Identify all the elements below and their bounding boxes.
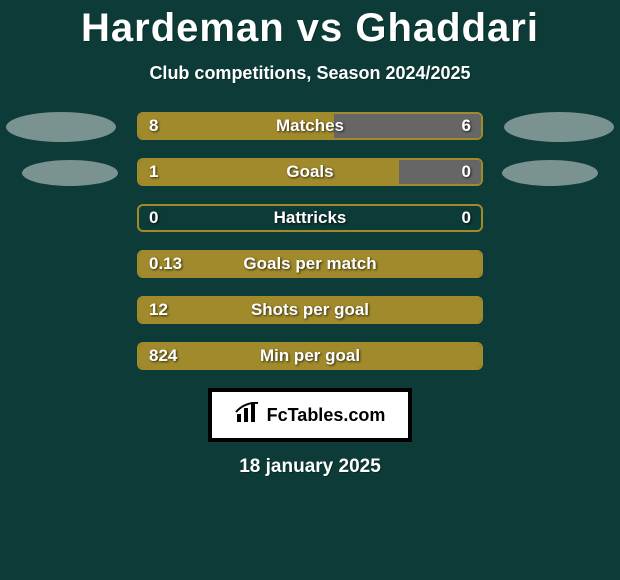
stat-bars: 8Matches61Goals00Hattricks00.13Goals per…: [137, 112, 483, 370]
stat-label: Goals: [139, 160, 481, 184]
page-title: Hardeman vs Ghaddari: [0, 0, 620, 51]
stat-label: Matches: [139, 114, 481, 138]
stat-label: Min per goal: [139, 344, 481, 368]
source-logo-text: FcTables.com: [267, 405, 386, 426]
comparison-stage: 8Matches61Goals00Hattricks00.13Goals per…: [0, 112, 620, 370]
stat-label: Shots per goal: [139, 298, 481, 322]
avatar-placeholder-left-2: [22, 160, 118, 186]
avatar-placeholder-left-1: [6, 112, 116, 142]
avatar-placeholder-right-1: [504, 112, 614, 142]
stat-row: 0Hattricks0: [137, 204, 483, 232]
chart-bars-icon: [235, 402, 261, 429]
stat-label: Hattricks: [139, 206, 481, 230]
stat-row: 12Shots per goal: [137, 296, 483, 324]
stat-value-right: 0: [462, 206, 471, 230]
stat-row: 1Goals0: [137, 158, 483, 186]
snapshot-date: 18 january 2025: [0, 456, 620, 478]
stat-row: 8Matches6: [137, 112, 483, 140]
subtitle: Club competitions, Season 2024/2025: [0, 63, 620, 84]
stat-value-right: 0: [462, 160, 471, 184]
stat-value-right: 6: [462, 114, 471, 138]
avatar-placeholder-right-2: [502, 160, 598, 186]
stat-row: 824Min per goal: [137, 342, 483, 370]
stat-label: Goals per match: [139, 252, 481, 276]
source-logo-badge: FcTables.com: [208, 388, 412, 442]
stat-row: 0.13Goals per match: [137, 250, 483, 278]
